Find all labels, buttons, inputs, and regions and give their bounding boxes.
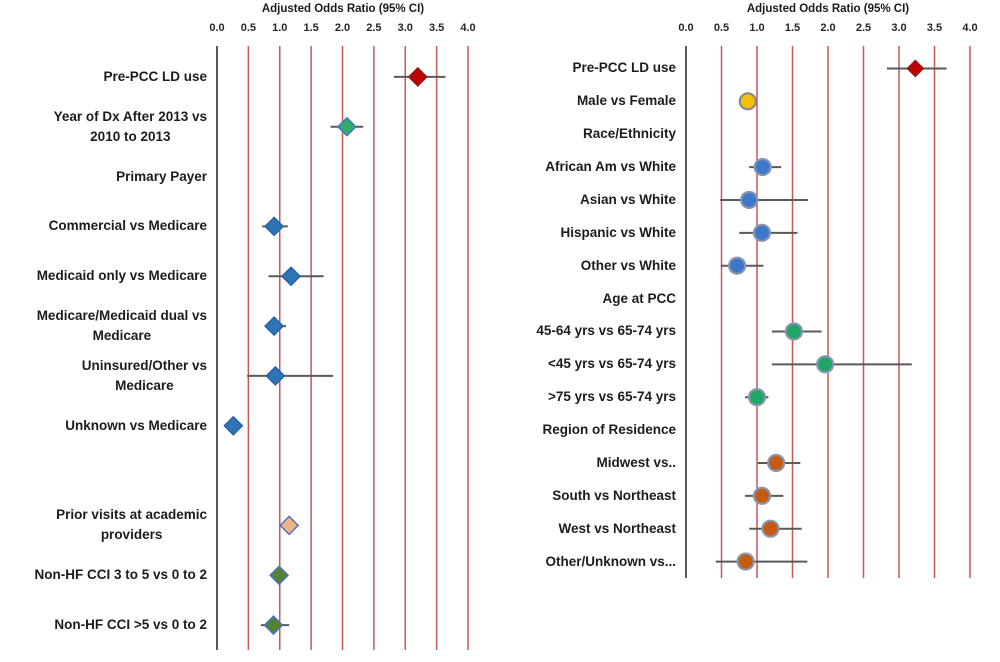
category-label: Pre-PCC LD use [103, 68, 207, 84]
group-header-label: Primary Payer [116, 168, 207, 184]
or-marker-circle [761, 519, 780, 538]
or-marker-diamond [281, 266, 302, 287]
category-label: Hispanic vs White [560, 224, 676, 240]
or-marker-circle [736, 552, 755, 571]
or-marker-circle [816, 355, 835, 374]
category-label: 45-64 yrs vs 65-74 yrs [536, 323, 676, 339]
or-marker-diamond [265, 365, 286, 386]
category-label: Non-HF CCI >5 vs 0 to 2 [54, 617, 207, 633]
x-tick-label: 0.0 [678, 22, 694, 34]
category-label: Other/Unknown vs... [545, 553, 676, 569]
or-marker-diamond [223, 415, 244, 436]
x-tick-label: 3.0 [891, 22, 907, 34]
category-label: Commercial vs Medicare [48, 218, 207, 234]
category-label: Male vs Female [576, 93, 676, 109]
x-tick-label: 4.0 [460, 22, 476, 34]
category-label: Medicaid only vs Medicare [36, 268, 207, 284]
or-marker-circle [752, 486, 772, 505]
category-label: <45 yrs vs 65-74 yrs [548, 356, 676, 372]
x-tick-label: 2.5 [366, 22, 382, 34]
category-label: Medicare/Medicaid dual vs Medicare [36, 308, 207, 344]
or-marker-circle [738, 92, 757, 111]
or-marker-circle [753, 157, 772, 177]
category-label: African Am vs White [545, 159, 676, 175]
x-tick-label: 0.5 [713, 22, 730, 34]
category-label: Pre-PCC LD use [572, 60, 676, 76]
x-tick-label: 1.5 [784, 22, 801, 34]
category-label: Prior visits at academic providers [56, 507, 207, 543]
x-tick-label: 3.5 [926, 22, 943, 34]
category-label: Other vs White [580, 257, 676, 273]
x-tick-label: 1.0 [272, 22, 288, 34]
or-marker-circle [747, 388, 767, 407]
or-marker-diamond [264, 316, 285, 337]
x-tick-label: 0.0 [209, 22, 225, 34]
category-label: Midwest vs.. [596, 454, 676, 470]
or-marker-diamond [906, 59, 925, 78]
or-marker-circle [728, 256, 747, 275]
category-label: Non-HF CCI 3 to 5 vs 0 to 2 [34, 567, 207, 583]
left-chart-title: Adjusted Odds Ratio (95% CI) [261, 3, 425, 15]
x-tick-label: 4.0 [962, 22, 978, 34]
or-marker-circle [784, 322, 804, 341]
category-label: >75 yrs vs 65-74 yrs [548, 389, 676, 405]
category-label: Year of Dx After 2013 vs 2010 to 2013 [53, 108, 207, 144]
category-label: Unknown vs Medicare [65, 417, 207, 433]
or-marker-diamond [407, 66, 428, 87]
x-tick-label: 3.5 [428, 22, 445, 34]
or-marker-diamond [264, 216, 285, 237]
x-tick-label: 1.5 [303, 22, 319, 34]
or-marker-diamond [279, 515, 300, 536]
or-marker-circle [767, 453, 786, 473]
x-tick-label: 0.5 [240, 22, 257, 34]
category-label: West vs Northeast [558, 520, 676, 536]
x-tick-label: 2.5 [855, 22, 872, 34]
group-header-label: Region of Residence [542, 422, 676, 438]
x-tick-label: 2.0 [334, 22, 351, 34]
group-header-label: Race/Ethnicity [582, 126, 676, 142]
category-label: Uninsured/Other vs Medicare [81, 357, 207, 393]
x-tick-label: 2.0 [820, 22, 836, 34]
or-marker-diamond [263, 615, 284, 636]
x-tick-label: 1.0 [749, 22, 765, 34]
or-marker-diamond [269, 565, 290, 586]
right-chart-title: Adjusted Odds Ratio (95% CI) [746, 3, 910, 15]
category-label: South vs Northeast [552, 487, 676, 503]
or-marker-circle [752, 223, 772, 242]
category-label: Asian vs White [579, 191, 676, 207]
or-marker-circle [740, 190, 759, 210]
group-header-label: Age at PCC [602, 290, 676, 306]
or-marker-diamond [336, 116, 357, 137]
x-tick-label: 3.0 [397, 22, 413, 34]
